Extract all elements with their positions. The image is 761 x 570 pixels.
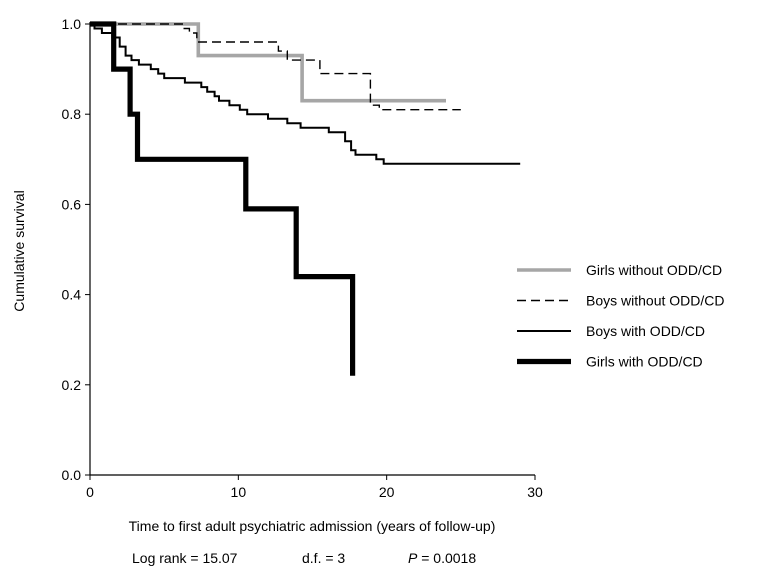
y-tick-label: 1.0 [62, 16, 82, 32]
axes: 0.0 0.2 0.4 0.6 0.8 1.0 0 10 20 30 [62, 16, 543, 500]
legend-label: Girls without ODD/CD [586, 262, 722, 278]
p-label: P [408, 550, 418, 566]
y-tick-label: 0.6 [62, 196, 82, 212]
y-tick-label: 0.8 [62, 106, 82, 122]
series-line-4 [90, 21, 356, 376]
y-tick-label: 0.4 [62, 287, 82, 303]
p-value-stat: P = 0.0018 [408, 550, 476, 566]
y-tick-label: 0.2 [62, 377, 82, 393]
series-line-1 [90, 22, 446, 103]
x-tick-label: 10 [231, 484, 247, 500]
p-value: = 0.0018 [417, 550, 476, 566]
legend: Girls without ODD/CD Boys without ODD/CD B… [517, 262, 724, 370]
legend-label: Boys with ODD/CD [586, 323, 705, 339]
log-rank-stat: Log rank = 15.07 [132, 550, 238, 566]
x-axis-label: Time to first adult psychiatric admissio… [129, 518, 496, 534]
legend-label: Girls with ODD/CD [586, 354, 703, 370]
x-tick-label: 20 [379, 484, 395, 500]
df-stat: d.f. = 3 [302, 550, 345, 566]
legend-label: Boys without ODD/CD [586, 293, 724, 309]
y-tick-label: 0.0 [62, 467, 82, 483]
x-tick-label: 0 [86, 484, 94, 500]
series-line-3 [90, 23, 521, 165]
series-line-2 [90, 23, 461, 111]
series-group [90, 21, 521, 376]
y-axis-label: Cumulative survival [11, 190, 27, 311]
x-tick-label: 30 [527, 484, 543, 500]
